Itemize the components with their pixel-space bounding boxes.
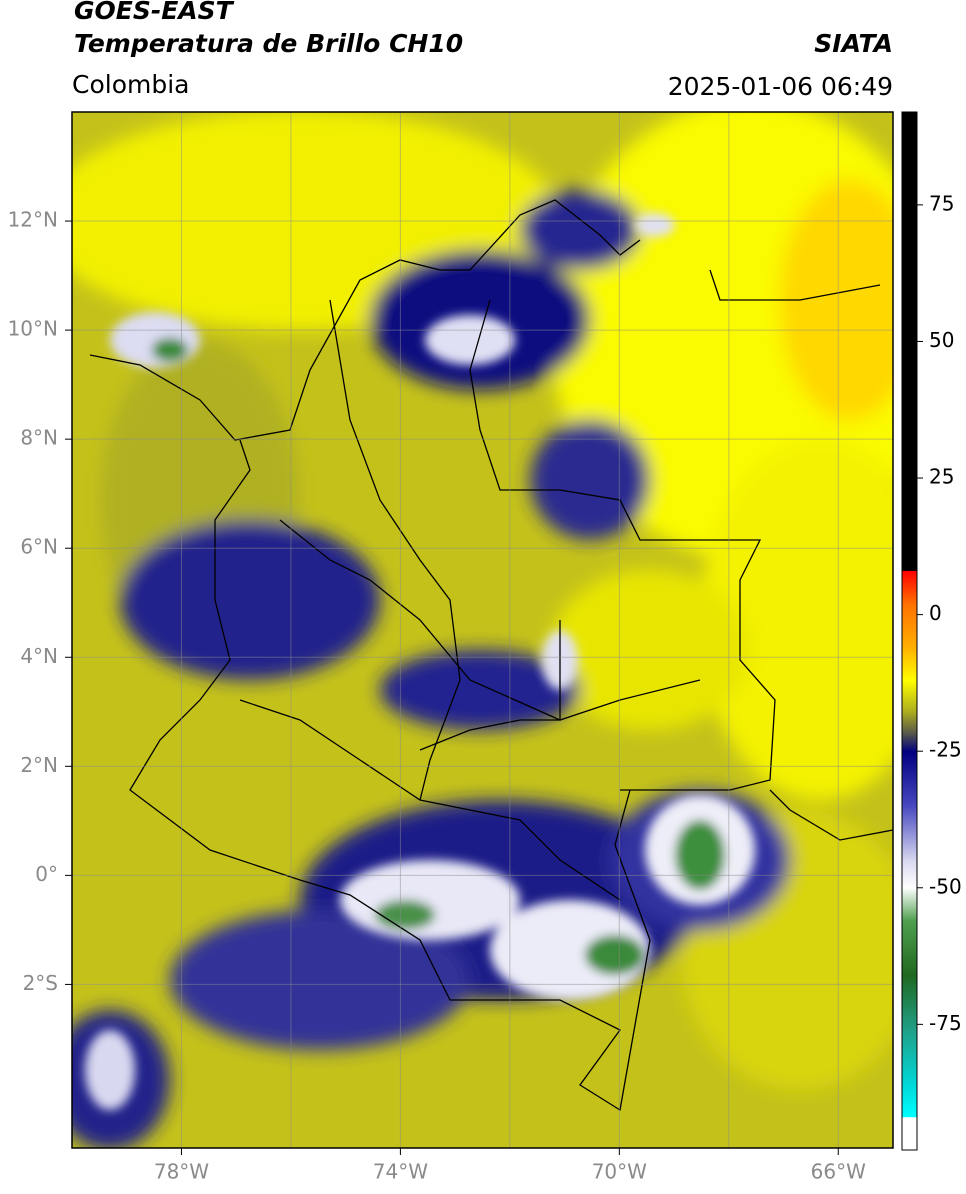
lon-tick-label: 70°W xyxy=(592,1160,647,1184)
colorbar: 75 50 25 0 -25 -50 -75 xyxy=(902,112,962,1151)
datetime: 2025-01-06 06:49 xyxy=(668,72,893,101)
graticule: 12°N 10°N 8°N 6°N 4°N 2°N 0° 2°S 78°W 74°W 70°W 66°… xyxy=(8,112,893,1184)
colorbar-segment xyxy=(902,1117,917,1151)
colorbar-tick-label: 50 xyxy=(929,328,954,352)
colorbar-segment xyxy=(902,1029,917,1085)
lon-tick-label: 66°W xyxy=(811,1160,866,1184)
colorbar-segment xyxy=(902,112,917,572)
lat-tick-label: 6°N xyxy=(20,535,58,559)
lat-tick-label: 8°N xyxy=(20,426,58,450)
lon-tick-label: 74°W xyxy=(373,1160,428,1184)
lat-tick-label: 4°N xyxy=(20,644,58,668)
lat-tick-label: 12°N xyxy=(8,208,58,232)
colorbar-segment xyxy=(902,920,917,976)
colorbar-tick-label: -75 xyxy=(929,1011,962,1035)
colorbar-segment xyxy=(902,570,917,605)
satellite-image xyxy=(72,112,893,1148)
title: GOES-EAST xyxy=(74,0,235,25)
colorbar-tick-label: 75 xyxy=(929,191,954,215)
colorbar-frame xyxy=(901,111,918,1151)
lat-tick-label: 0° xyxy=(35,862,58,886)
colorbar-segment xyxy=(902,751,917,807)
lon-tick-label: 78°W xyxy=(154,1160,209,1184)
colorbar-segment xyxy=(902,805,917,861)
colorbar-tick-label: -25 xyxy=(929,738,962,762)
colorbar-segment xyxy=(902,712,917,736)
lat-tick-label: 2°N xyxy=(20,753,58,777)
colorbar-segment xyxy=(902,887,917,922)
colorbar-tick-label: 0 xyxy=(929,601,942,625)
colorbar-segment xyxy=(902,680,917,714)
colorbar-segment xyxy=(902,975,917,1031)
lat-tick-label: 10°N xyxy=(8,317,58,341)
colorbar-segment xyxy=(902,734,917,752)
colorbar-tick-label: 25 xyxy=(929,465,954,489)
map-frame xyxy=(71,111,894,1149)
subtitle: Temperatura de Brillo CH10 xyxy=(74,29,463,58)
region: Colombia xyxy=(72,70,189,99)
colorbar-segment xyxy=(902,647,917,681)
source: SIATA xyxy=(814,29,893,58)
colorbar-segment xyxy=(902,603,917,648)
colorbar-segment xyxy=(902,860,917,889)
colorbar-tick-label: -50 xyxy=(929,874,962,898)
colorbar-segment xyxy=(902,1084,917,1118)
lat-tick-label: 2°S xyxy=(23,971,58,995)
